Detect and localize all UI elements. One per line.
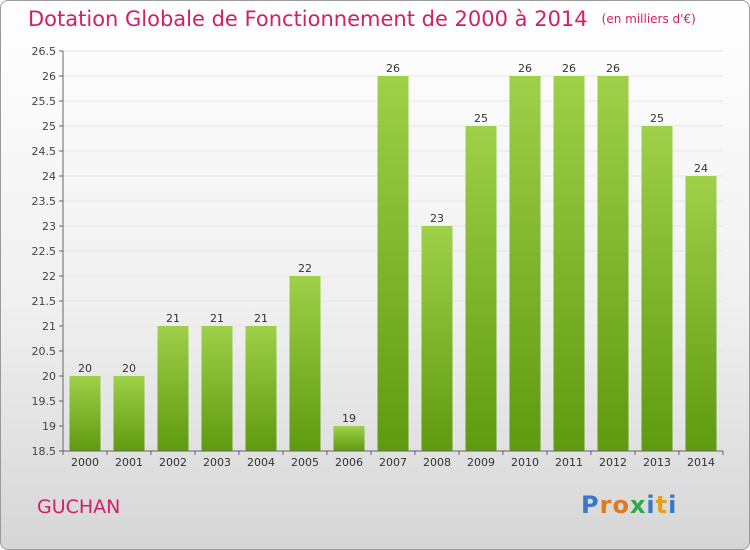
x-tick-label: 2000 <box>71 456 99 469</box>
data-label: 20 <box>122 362 136 375</box>
y-tick-label: 19 <box>42 420 56 433</box>
bar <box>245 326 277 451</box>
y-tick-label: 25.5 <box>32 95 57 108</box>
logo-letter: o <box>612 491 630 519</box>
x-tick-label: 2009 <box>467 456 495 469</box>
logo-letter: i <box>668 491 678 519</box>
y-tick-label: 18.5 <box>32 445 57 458</box>
bar <box>201 326 233 451</box>
chart-title-main: Dotation Globale de Fonctionnement de 20… <box>28 7 588 31</box>
bar <box>377 76 409 451</box>
x-tick-label: 2004 <box>247 456 275 469</box>
x-tick-label: 2006 <box>335 456 363 469</box>
bar <box>597 76 629 451</box>
y-tick-label: 24.5 <box>32 145 57 158</box>
bar <box>113 376 145 451</box>
bar <box>421 226 453 451</box>
logo-letter: r <box>599 491 613 519</box>
data-label: 22 <box>298 262 312 275</box>
bar <box>157 326 189 451</box>
y-tick-label: 23 <box>42 220 56 233</box>
bar <box>641 126 673 451</box>
data-label: 26 <box>386 62 400 75</box>
x-tick-label: 2005 <box>291 456 319 469</box>
y-tick-label: 20 <box>42 370 56 383</box>
x-tick-label: 2008 <box>423 456 451 469</box>
logo-letter: t <box>655 491 669 519</box>
data-label: 21 <box>254 312 268 325</box>
chart-title: Dotation Globale de Fonctionnement de 20… <box>28 7 696 31</box>
bar <box>289 276 321 451</box>
logo-letter: i <box>646 491 656 519</box>
y-tick-label: 26 <box>42 70 56 83</box>
y-tick-label: 21.5 <box>32 295 57 308</box>
data-label: 19 <box>342 412 356 425</box>
bar <box>69 376 101 451</box>
y-tick-label: 23.5 <box>32 195 57 208</box>
bar <box>509 76 541 451</box>
logo-letter: P <box>581 491 600 519</box>
commune-name: GUCHAN <box>37 496 121 518</box>
x-tick-label: 2002 <box>159 456 187 469</box>
y-tick-label: 20.5 <box>32 345 57 358</box>
data-label: 21 <box>210 312 224 325</box>
x-tick-label: 2011 <box>555 456 583 469</box>
bar <box>685 176 717 451</box>
data-labels: 20 20 21 21 21 22 19 26 23 25 26 26 26 25 24 <box>78 62 708 425</box>
data-label: 24 <box>694 162 708 175</box>
proxiti-logo: Proxiti <box>581 491 677 519</box>
x-tick-label: 2003 <box>203 456 231 469</box>
x-tick-label: 2013 <box>643 456 671 469</box>
chart-title-unit: (en milliers d'€) <box>601 12 696 26</box>
data-label: 20 <box>78 362 92 375</box>
bar <box>553 76 585 451</box>
x-tick-label: 2014 <box>687 456 715 469</box>
x-tick-label: 2007 <box>379 456 407 469</box>
y-tick-label: 19.5 <box>32 395 57 408</box>
data-label: 26 <box>562 62 576 75</box>
data-label: 26 <box>518 62 532 75</box>
data-label: 23 <box>430 212 444 225</box>
y-tick-label: 24 <box>42 170 56 183</box>
bar <box>333 426 365 451</box>
x-tick-label: 2012 <box>599 456 627 469</box>
data-label: 21 <box>166 312 180 325</box>
y-tick-label: 25 <box>42 120 56 133</box>
y-tick-label: 22 <box>42 270 56 283</box>
bars <box>69 76 717 451</box>
data-label: 26 <box>606 62 620 75</box>
axes: 18.5 19 19.5 20 20.5 21 21.5 22 22.5 23 23.5 24 24.5… <box>32 45 724 469</box>
logo-letter: x <box>629 491 647 519</box>
data-label: 25 <box>474 112 488 125</box>
y-tick-label: 21 <box>42 320 56 333</box>
x-tick-label: 2010 <box>511 456 539 469</box>
y-tick-label: 22.5 <box>32 245 57 258</box>
y-tick-label: 26.5 <box>32 45 57 58</box>
x-tick-label: 2001 <box>115 456 143 469</box>
data-label: 25 <box>650 112 664 125</box>
bar <box>465 126 497 451</box>
